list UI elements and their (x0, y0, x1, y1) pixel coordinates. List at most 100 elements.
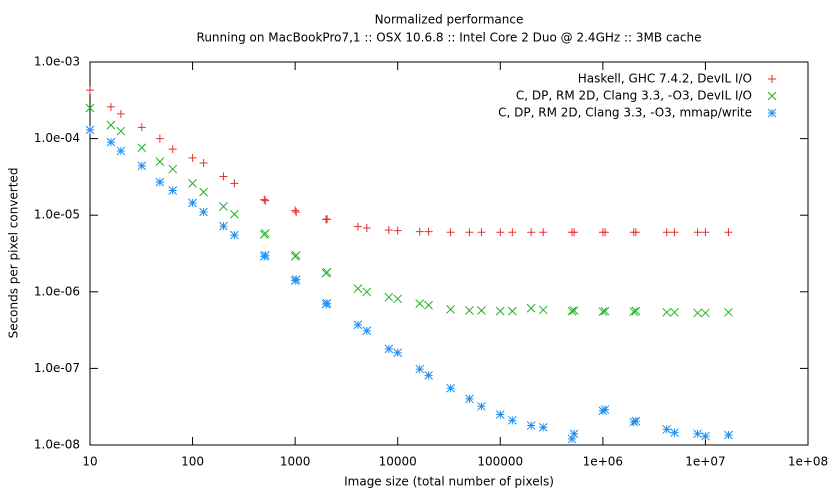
data-point (230, 179, 239, 188)
data-point (353, 320, 363, 330)
data-point (567, 434, 577, 444)
y-tick-label: 1.0e-08 (34, 438, 80, 452)
legend-marker (768, 75, 776, 83)
data-point (477, 306, 486, 315)
data-point (508, 228, 517, 237)
data-point (384, 292, 394, 302)
data-point (219, 221, 228, 231)
data-point (538, 305, 548, 315)
x-tick-label: 10000 (379, 455, 417, 469)
data-point (362, 287, 372, 297)
data-point (465, 394, 474, 404)
legend-marker (767, 91, 777, 101)
data-point (527, 228, 536, 237)
chart-subtitle: Running on MacBookPro7,1 :: OSX 10.6.8 :… (197, 31, 702, 45)
data-point (495, 410, 505, 419)
data-point (219, 202, 228, 211)
data-point (629, 417, 639, 427)
data-point (629, 307, 639, 317)
x-tick-label: 1e+08 (788, 455, 828, 469)
data-point (393, 226, 402, 235)
data-point (507, 415, 517, 425)
data-point (662, 307, 672, 317)
data-point (219, 172, 228, 181)
x-tick-label: 1e+07 (685, 455, 725, 469)
data-point (106, 137, 116, 147)
data-point (322, 267, 332, 277)
data-point (85, 103, 95, 113)
data-point (693, 429, 702, 439)
data-point (724, 430, 733, 440)
data-point (137, 123, 146, 132)
data-point (567, 306, 577, 316)
data-point (670, 307, 679, 317)
data-point (662, 228, 671, 237)
data-point (598, 406, 608, 416)
data-point (188, 198, 197, 208)
data-point (322, 298, 332, 308)
data-point (446, 228, 455, 237)
data-point (137, 161, 147, 171)
data-point (569, 306, 579, 315)
data-point (424, 371, 433, 380)
data-point (188, 153, 197, 162)
x-tick-label: 10 (82, 455, 97, 469)
data-point (495, 306, 505, 316)
data-point (662, 425, 672, 434)
data-point (106, 102, 115, 111)
data-point (199, 187, 208, 197)
data-point (670, 228, 679, 237)
data-point (353, 284, 363, 293)
data-point (188, 179, 197, 188)
data-point (507, 306, 517, 316)
data-point (116, 146, 126, 156)
x-tick-label: 1e+06 (583, 455, 623, 469)
data-point (291, 206, 300, 215)
chart-title: Normalized performance (375, 13, 524, 27)
data-point (693, 228, 702, 237)
data-point (631, 228, 640, 237)
data-point (168, 186, 178, 195)
data-point (538, 422, 548, 432)
data-point (85, 125, 95, 135)
data-point (724, 307, 733, 317)
data-point (106, 120, 116, 130)
data-point (116, 126, 126, 136)
data-point (526, 421, 536, 430)
data-point (260, 228, 270, 238)
y-tick-label: 1.0e-03 (34, 55, 80, 69)
data-point (465, 228, 474, 237)
data-point (600, 228, 609, 237)
y-axis-label: Seconds per pixel converted (7, 168, 21, 339)
legend-marker (767, 108, 777, 118)
data-point (116, 109, 125, 118)
data-point (415, 227, 424, 236)
y-tick-label: 1.0e-05 (34, 208, 80, 222)
data-point (465, 306, 474, 315)
data-point (393, 348, 403, 358)
data-point (424, 300, 433, 310)
data-point (260, 250, 270, 260)
legend-label: C, DP, RM 2D, Clang 3.3, -O3, DevIL I/O (516, 89, 752, 103)
data-point (496, 228, 505, 237)
data-point (362, 224, 371, 233)
data-point (230, 209, 239, 219)
data-point (260, 195, 269, 204)
data-point (477, 228, 486, 237)
data-point (570, 228, 579, 237)
data-point (631, 416, 641, 426)
data-point (701, 228, 710, 237)
legend-label: C, DP, RM 2D, Clang 3.3, -O3, mmap/write (498, 106, 752, 120)
x-tick-label: 1000 (280, 455, 311, 469)
y-tick-label: 1.0e-04 (34, 131, 80, 145)
data-point (291, 275, 301, 284)
data-point (199, 207, 208, 217)
data-point (526, 303, 536, 313)
x-tick-label: 100000 (477, 455, 523, 469)
y-tick-label: 1.0e-06 (34, 284, 80, 298)
data-point (600, 405, 610, 414)
data-point (393, 294, 403, 304)
data-point (155, 134, 164, 143)
